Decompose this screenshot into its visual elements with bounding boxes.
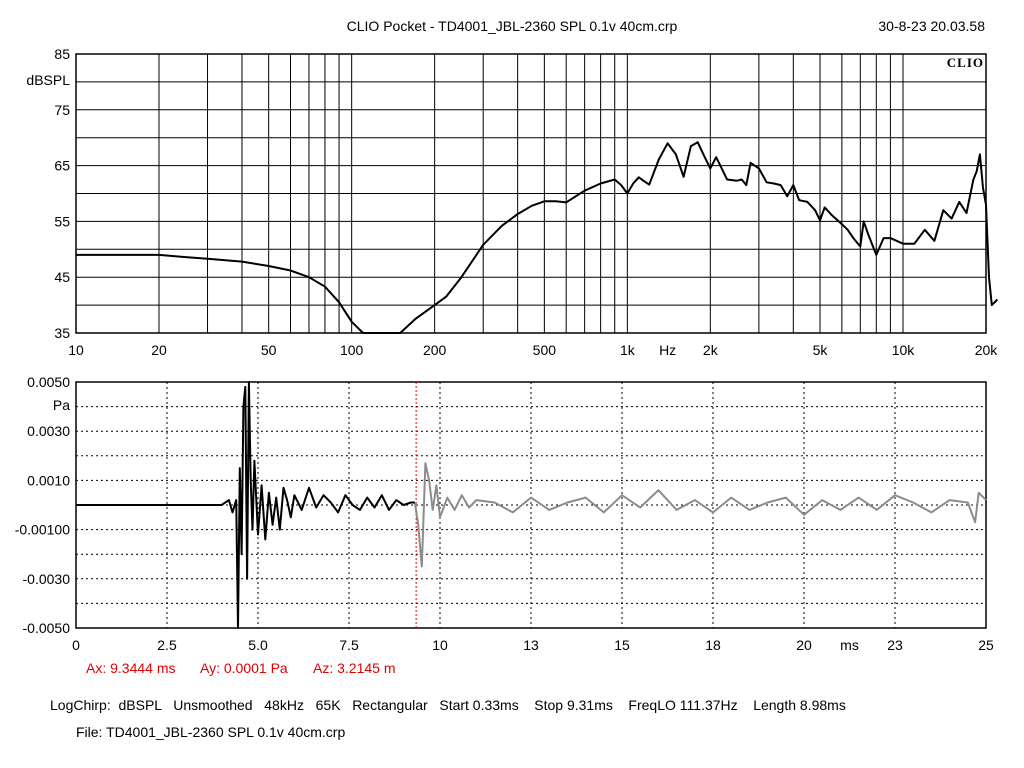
freq-y-tick-label: 35 [54,325,70,341]
freq-x-tick-label: 10k [892,342,916,358]
freq-grid [76,54,986,333]
freq-x-tick-label: 100 [340,342,364,358]
impulse-x-tick-label: 25 [978,637,994,653]
freq-x-tick-label: 10 [68,342,84,358]
impulse-x-tick-label: 20 [796,637,812,653]
impulse-tick-labels: 0.0050 0.0030 0.0010 -0.00100 -0.0030 -0.0050… [15,374,994,653]
impulse-y-tick-label: -0.0030 [23,571,71,587]
frequency-response-curve [76,141,999,334]
impulse-y-tick-label: -0.0050 [23,620,71,636]
freq-y-axis-label: dBSPL [26,72,70,88]
cursor-ax-readout: Ax: 9.3444 ms [86,660,176,676]
freq-y-tick-label: 55 [54,213,70,229]
freq-y-tick-label: 75 [54,102,70,118]
impulse-grid [76,382,986,628]
impulse-x-tick-label: 10 [432,637,448,653]
impulse-x-axis-label: ms [840,637,859,653]
freq-y-tick-label: 65 [54,158,70,174]
freq-x-tick-label: 20k [975,342,999,358]
freq-x-tick-label: 20 [151,342,167,358]
impulse-y-tick-label: 0.0030 [27,423,70,439]
impulse-curve-outside-window [413,462,987,568]
impulse-x-tick-label: 13 [523,637,539,653]
impulse-y-tick-label: -0.00100 [15,522,70,538]
impulse-x-tick-label: 15 [614,637,630,653]
impulse-y-tick-label: 0.0010 [27,472,70,488]
clio-logo: CLIO [947,55,984,70]
timestamp: 30-8-23 20.03.58 [878,18,985,34]
impulse-response-chart: 0.0050 0.0030 0.0010 -0.00100 -0.0030 -0.0050… [15,374,994,653]
cursor-ay-readout: Ay: 0.0001 Pa [200,660,288,676]
freq-y-tick-label: 85 [54,46,70,62]
impulse-curve-window [76,381,415,629]
file-line: File: TD4001_JBL-2360 SPL 0.1v 40cm.crp [76,724,345,740]
freq-tick-labels: 35 45 55 65 75 85 10 20 50 100 200 500 1k 2k 5k 10k 20k [54,46,998,358]
freq-x-tick-label: 500 [533,342,557,358]
impulse-x-tick-label: 0 [72,637,80,653]
cursor-az-readout: Az: 3.2145 m [313,660,396,676]
freq-x-tick-label: 50 [261,342,277,358]
freq-x-tick-label: 2k [703,342,719,358]
impulse-x-tick-label: 7.5 [339,637,359,653]
window-title: CLIO Pocket - TD4001_JBL-2360 SPL 0.1v 4… [347,18,678,34]
freq-y-tick-label: 45 [54,269,70,285]
impulse-x-tick-label: 2.5 [157,637,177,653]
settings-line: LogChirp: dBSPL Unsmoothed 48kHz 65K Rec… [50,697,846,713]
freq-x-axis-label: Hz [659,342,676,358]
impulse-y-tick-label: 0.0050 [27,374,70,390]
freq-x-tick-label: 200 [423,342,447,358]
impulse-x-tick-label: 23 [887,637,903,653]
freq-x-tick-label: 5k [813,342,829,358]
impulse-x-tick-label: 18 [705,637,721,653]
impulse-x-tick-label: 5.0 [248,637,268,653]
impulse-y-axis-label: Pa [53,397,70,413]
freq-x-tick-label: 1k [620,342,636,358]
